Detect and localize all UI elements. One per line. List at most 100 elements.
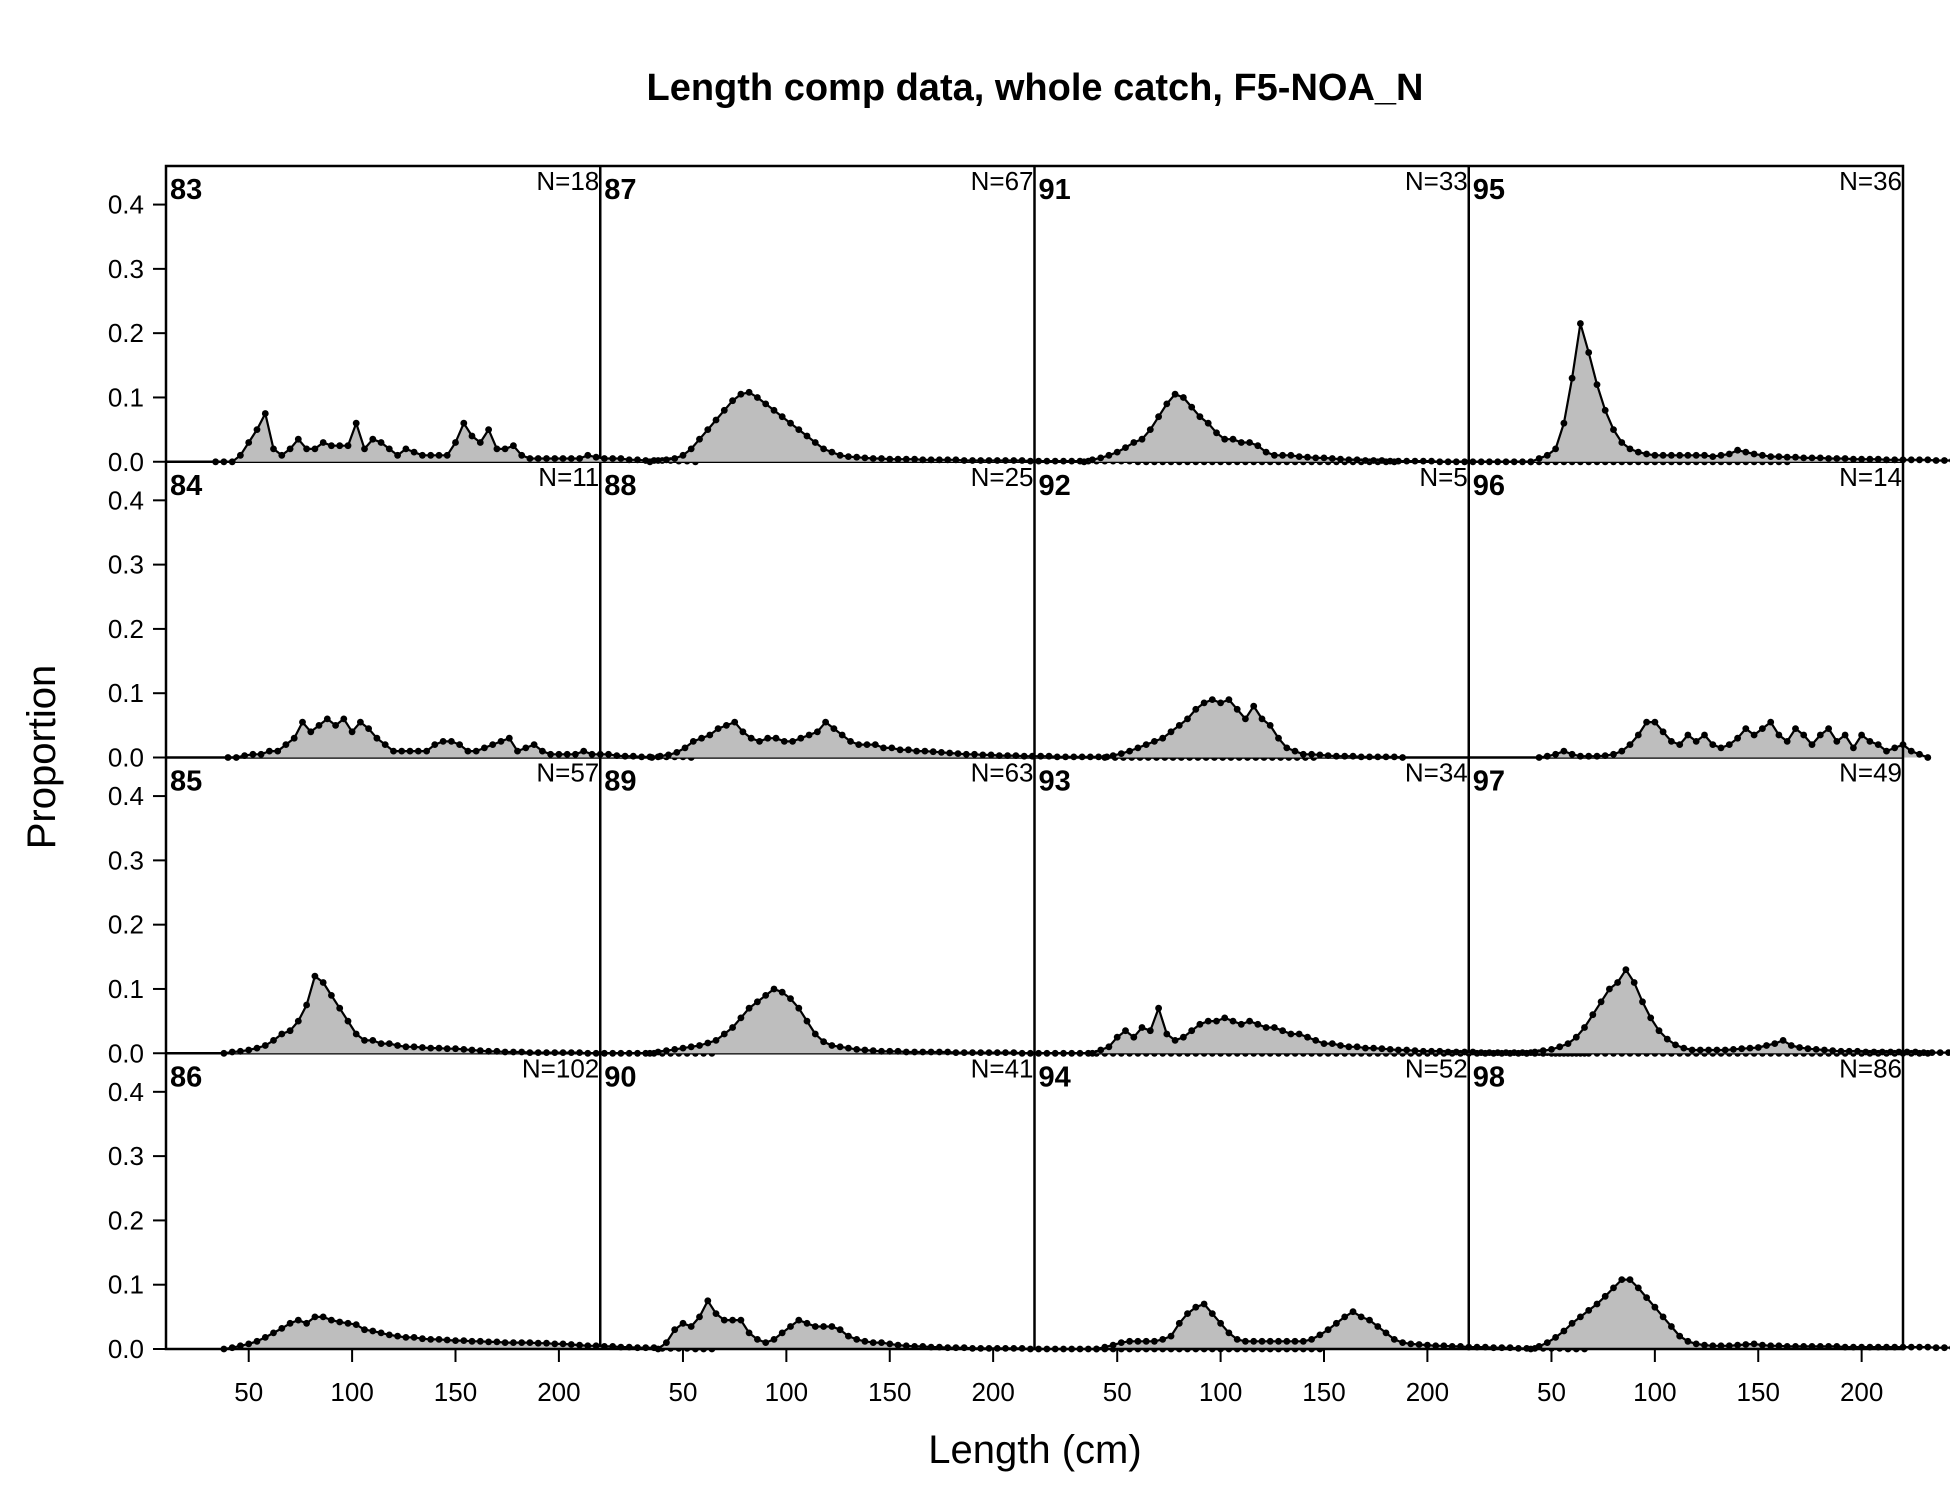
- data-point: [1883, 747, 1890, 755]
- data-point: [1020, 752, 1028, 760]
- data-point: [481, 744, 488, 752]
- data-point: [551, 1340, 559, 1348]
- data-point: [1184, 715, 1191, 723]
- data-point: [745, 1004, 753, 1012]
- data-point: [1643, 450, 1650, 458]
- data-point: [1370, 457, 1377, 464]
- data-point: [232, 754, 240, 761]
- data-point: [1610, 750, 1617, 758]
- data-point: [1316, 751, 1324, 759]
- data-point: [1850, 744, 1857, 752]
- data-point: [803, 1319, 811, 1327]
- data-point: [1320, 1040, 1328, 1047]
- data-point: [811, 1030, 819, 1038]
- data-point: [1738, 1045, 1746, 1053]
- data-point: [601, 455, 608, 462]
- data-point: [689, 738, 697, 745]
- data-point: [1246, 439, 1253, 446]
- data-point: [654, 1048, 662, 1056]
- data-point: [1395, 457, 1402, 465]
- data-point: [522, 744, 530, 752]
- data-point: [572, 750, 579, 758]
- data-point: [1502, 1049, 1510, 1056]
- data-point: [1924, 1343, 1932, 1351]
- data-point: [1903, 1048, 1911, 1056]
- data-point: [1078, 753, 1086, 761]
- data-point: [584, 1049, 592, 1057]
- data-point: [1362, 1044, 1369, 1052]
- data-point: [1295, 453, 1303, 460]
- data-point: [1721, 1046, 1729, 1054]
- data-point: [985, 457, 993, 464]
- data-point: [394, 1332, 401, 1340]
- data-point: [278, 1325, 286, 1332]
- data-point: [886, 1047, 894, 1055]
- data-point: [1101, 754, 1109, 761]
- data-point: [1556, 1043, 1564, 1051]
- data-point: [1029, 752, 1036, 760]
- data-point: [1113, 448, 1121, 456]
- data-point: [921, 747, 929, 755]
- x-tick-label: 100: [330, 1377, 373, 1407]
- data-point: [1750, 450, 1758, 458]
- data-point: [1138, 1024, 1146, 1031]
- data-point: [1229, 435, 1237, 443]
- data-point: [1089, 1049, 1096, 1057]
- data-point: [1312, 454, 1320, 462]
- data-point: [452, 1045, 459, 1053]
- distribution-area: [215, 413, 696, 462]
- data-point: [1035, 1049, 1042, 1057]
- data-point: [762, 992, 770, 999]
- data-point: [687, 445, 695, 453]
- panel-91: 91 N=33: [1039, 166, 1791, 466]
- data-point: [439, 738, 447, 745]
- data-point: [1787, 1042, 1795, 1049]
- data-point: [340, 715, 348, 723]
- data-point: [1378, 1045, 1386, 1053]
- data-point: [1151, 1337, 1158, 1345]
- panel-year-label: 84: [170, 470, 202, 502]
- data-point: [435, 451, 443, 459]
- data-point: [936, 456, 943, 464]
- data-point: [830, 725, 838, 732]
- data-point: [1800, 731, 1808, 739]
- data-point: [1601, 752, 1609, 759]
- data-point: [1196, 413, 1204, 421]
- data-point: [220, 458, 228, 466]
- data-point: [402, 445, 410, 453]
- data-point: [1589, 1011, 1597, 1019]
- data-point: [419, 451, 426, 459]
- x-tick-label: 150: [1737, 1377, 1780, 1407]
- data-point: [510, 1339, 517, 1346]
- data-point: [1725, 741, 1733, 748]
- panel-sample-size: N=41: [971, 1053, 1034, 1083]
- data-point: [745, 388, 753, 396]
- data-point: [543, 455, 550, 462]
- data-point: [1552, 1334, 1559, 1341]
- y-tick-label: 0.4: [108, 781, 144, 811]
- data-point: [332, 722, 339, 729]
- data-point: [1833, 738, 1841, 745]
- data-point: [646, 1049, 654, 1057]
- data-point: [1771, 1040, 1779, 1047]
- data-point: [1643, 718, 1650, 726]
- data-point: [220, 1049, 228, 1057]
- data-point: [410, 1043, 418, 1051]
- data-point: [1618, 1276, 1626, 1283]
- y-tick-label: 0.4: [108, 190, 144, 220]
- data-point: [1907, 1343, 1915, 1351]
- data-point: [286, 1027, 294, 1035]
- data-point: [1403, 457, 1411, 465]
- data-point: [1709, 1342, 1717, 1350]
- data-point: [1159, 1336, 1167, 1343]
- data-point: [460, 1337, 468, 1344]
- data-point: [1932, 457, 1940, 464]
- data-point: [1717, 744, 1725, 752]
- data-point: [1175, 1319, 1183, 1327]
- data-point: [286, 1319, 294, 1327]
- data-point: [946, 749, 954, 757]
- data-point: [323, 715, 331, 723]
- data-point: [1037, 752, 1045, 760]
- data-point: [1250, 702, 1258, 710]
- data-point: [861, 1046, 869, 1054]
